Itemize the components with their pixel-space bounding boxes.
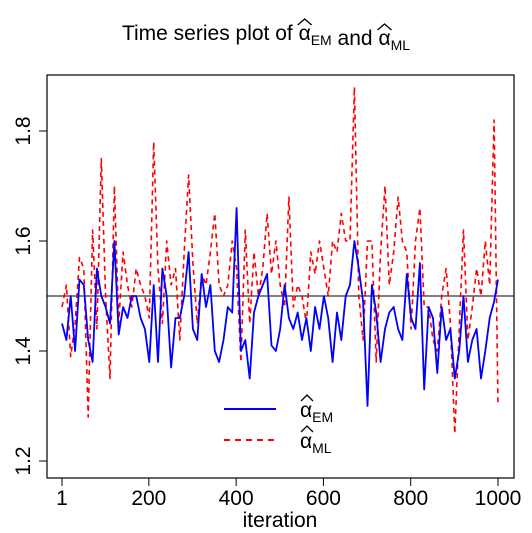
series-line-em [61,207,499,407]
x-tick-label: 200 [131,487,166,510]
title-subscript: ML [391,37,411,53]
x-tick-label: 1000 [475,487,522,510]
legend-subscript: ML [312,440,332,456]
legend-label-ml: αML [300,430,332,456]
title-subscript: EM [311,32,332,48]
title-hat-mark [377,23,392,31]
title-text-part: and [332,27,379,50]
series-line-ml [61,86,499,435]
title-text-part: Time series plot of [122,22,299,45]
legend-hat-mark [300,394,314,402]
y-axis: 1.2 1.4 1.6 1.8 [12,116,47,476]
title-alpha-symbol: α [378,27,390,50]
legend-alpha-symbol: α [300,430,312,453]
series-group [61,86,499,435]
legend-label-em: αEM [300,399,333,425]
y-tick-label: 1.2 [12,446,35,475]
title-hat-mark [297,18,313,26]
x-axis-label-group: iteration [243,509,318,532]
title-alpha-symbol: α [299,22,311,45]
x-axis-label: iteration [243,509,318,532]
legend-alpha-symbol: α [300,399,312,422]
y-tick-label: 1.4 [12,336,35,366]
y-tick-label: 1.8 [12,116,35,145]
x-tick-label: 600 [306,487,341,510]
chart-title-text: Time series plot of αEM and αML [122,22,410,53]
chart-title: Time series plot of αEM and αML [122,18,410,53]
x-axis: 1 200 400 600 800 1000 [56,478,521,510]
plot-frame [46,74,515,479]
legend-hat-mark [300,425,314,433]
y-tick-label: 1.6 [12,226,35,255]
x-tick-label: 1 [56,487,68,510]
x-tick-label: 800 [393,487,428,510]
legend-subscript: EM [312,409,333,425]
x-tick-label: 400 [219,487,254,510]
plot-area [46,74,515,479]
